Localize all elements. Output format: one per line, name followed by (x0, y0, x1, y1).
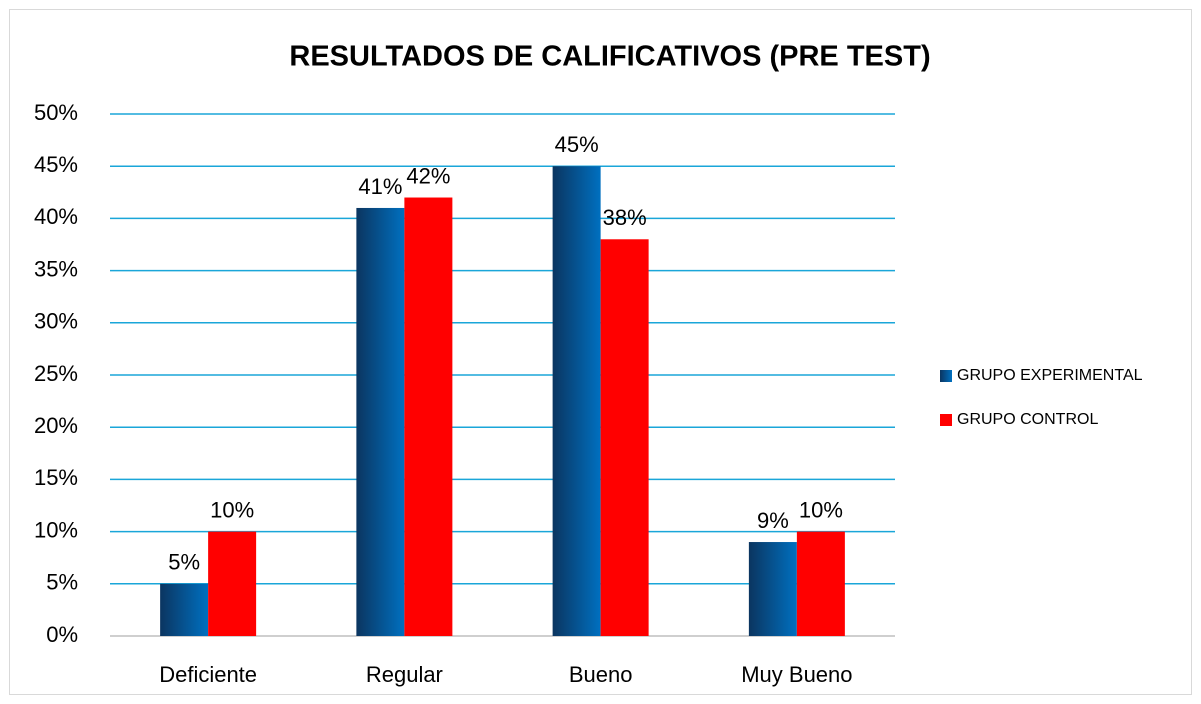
y-tick-label: 50% (34, 100, 78, 125)
bar (600, 239, 649, 636)
value-label: 9% (757, 508, 789, 533)
bar (356, 207, 405, 636)
y-tick-label: 45% (34, 152, 78, 177)
x-tick-label: Regular (366, 662, 443, 687)
bar (160, 583, 209, 636)
bar (404, 197, 453, 636)
x-tick-label: Muy Bueno (741, 662, 852, 687)
legend-label: GRUPO CONTROL (957, 411, 1098, 428)
y-tick-label: 40% (34, 204, 78, 229)
y-tick-label: 5% (46, 570, 78, 595)
chart-title: RESULTADOS DE CALIFICATIVOS (PRE TEST) (289, 41, 930, 73)
bar (552, 166, 601, 636)
value-label: 42% (406, 163, 450, 188)
y-tick-label: 30% (34, 309, 78, 334)
value-label: 45% (555, 132, 599, 157)
y-tick-label: 15% (34, 465, 78, 490)
y-tick-label: 25% (34, 361, 78, 386)
legend-swatch (940, 370, 952, 382)
x-tick-label: Deficiente (159, 662, 257, 687)
bar (748, 542, 797, 636)
legend-label: GRUPO EXPERIMENTAL (957, 367, 1143, 384)
value-label: 10% (799, 497, 843, 522)
y-tick-label: 35% (34, 256, 78, 281)
value-label: 41% (358, 174, 402, 199)
x-tick-label: Bueno (569, 662, 633, 687)
y-tick-label: 20% (34, 413, 78, 438)
y-tick-label: 0% (46, 622, 78, 647)
value-label: 5% (168, 550, 200, 575)
legend-swatch (940, 414, 952, 426)
value-label: 10% (210, 497, 254, 522)
value-label: 38% (603, 205, 647, 230)
bar (208, 531, 257, 636)
y-tick-label: 10% (34, 517, 78, 542)
bar (796, 531, 845, 636)
